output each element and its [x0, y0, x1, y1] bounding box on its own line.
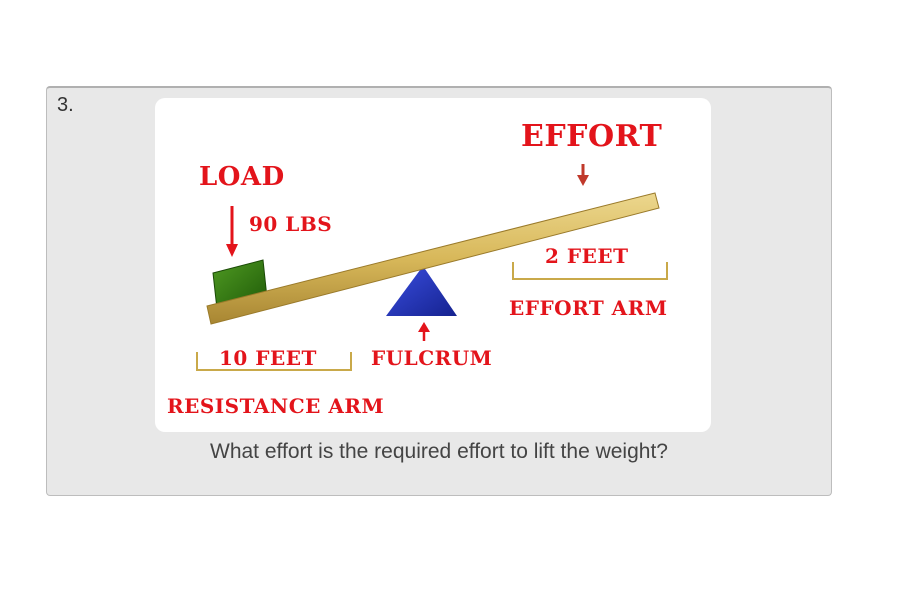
load-label: LOAD: [199, 162, 285, 192]
resistance-distance-label: 10 FEET: [219, 346, 317, 370]
load-arrow: [226, 206, 238, 257]
resistance-arm-label: RESISTANCE ARM: [167, 394, 385, 418]
lever-diagram: LOAD 90 LBS EFFORT 2 FEET EFFORT ARM 10 …: [155, 98, 711, 432]
fulcrum-label: FULCRUM: [371, 346, 493, 370]
resistance-arm-bracket: [196, 352, 352, 371]
lever-bar: [206, 192, 660, 325]
load-weight-label: 90 LBS: [249, 212, 333, 236]
question-number: 3.: [57, 94, 74, 116]
question-card: 3.: [46, 86, 832, 496]
effort-arrow: [577, 164, 589, 186]
question-prompt: What effort is the required effort to li…: [210, 440, 668, 463]
effort-distance-label: 2 FEET: [545, 244, 629, 268]
effort-arm-bracket: [512, 262, 668, 280]
effort-label: EFFORT: [521, 119, 663, 154]
effort-arm-label: EFFORT ARM: [509, 296, 668, 320]
fulcrum-triangle: [386, 266, 457, 316]
fulcrum-arrow: [418, 322, 430, 341]
lever-illustration: [196, 164, 668, 371]
